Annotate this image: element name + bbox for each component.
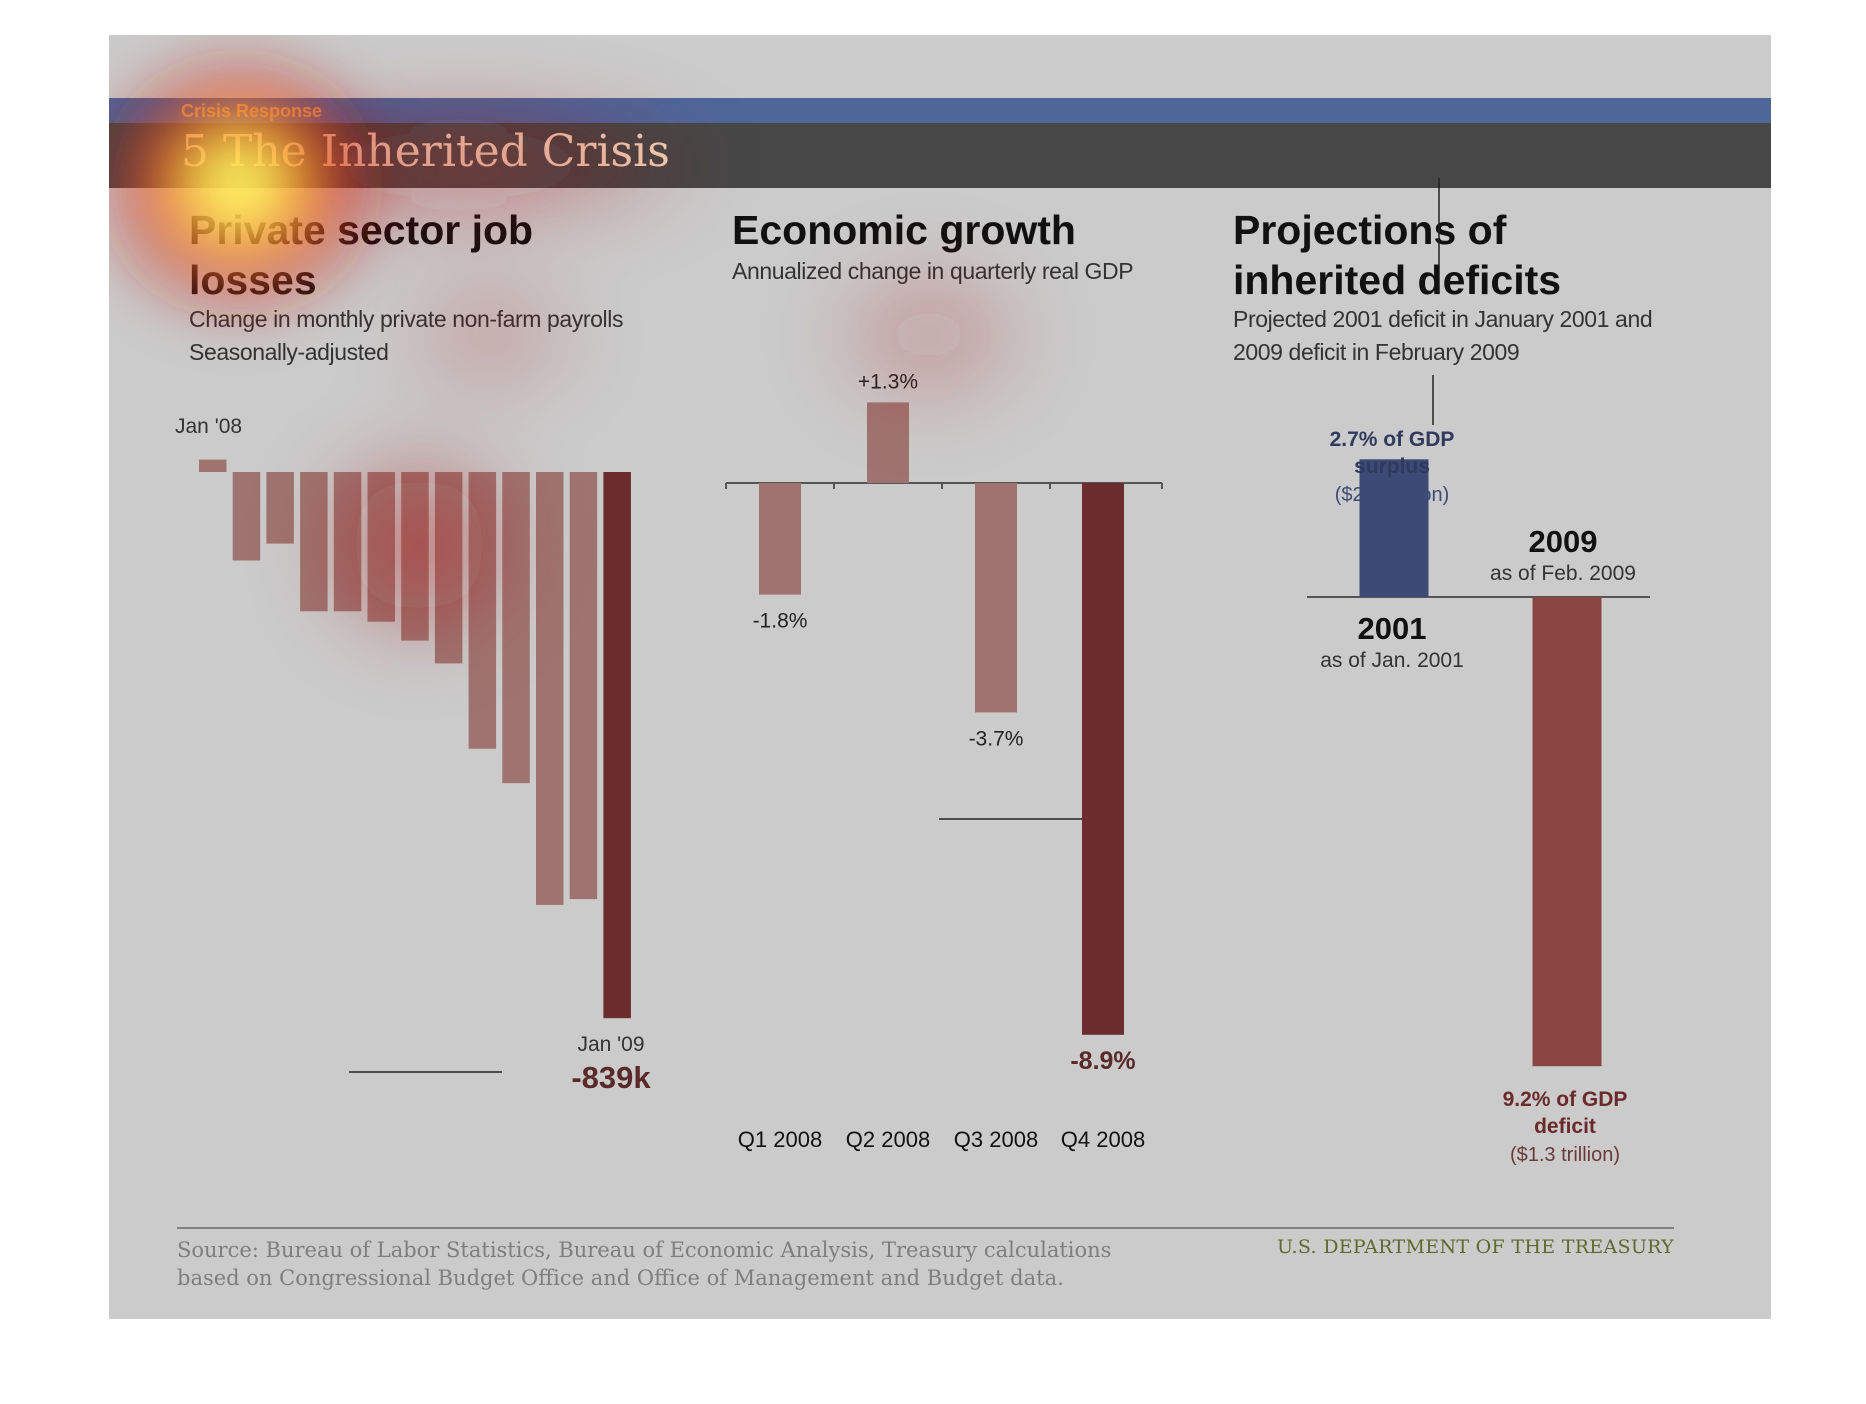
deficit-kind-label: deficit bbox=[1534, 1115, 1596, 1138]
gdp-bar-4 bbox=[1082, 483, 1124, 1035]
job-loss-last-label: Jan '09 bbox=[577, 1033, 644, 1056]
deficit-value-label: 9.2% of GDP bbox=[1503, 1088, 1628, 1111]
gdp-bar-3 bbox=[975, 483, 1017, 713]
panel1-subtitle-line2: Seasonally-adjusted bbox=[189, 339, 389, 365]
job-loss-first-label: Jan '08 bbox=[175, 415, 242, 438]
job-loss-bar-7 bbox=[401, 472, 429, 641]
job-loss-bar-11 bbox=[536, 472, 564, 905]
job-loss-bar-12 bbox=[569, 472, 598, 900]
footer-rule bbox=[177, 1227, 1674, 1229]
gdp-category-label-1: Q1 2008 bbox=[738, 1127, 822, 1152]
agency-name: U.S. DEPARTMENT OF THE TREASURY bbox=[1276, 1236, 1674, 1258]
category-2009-label: 2009 bbox=[1529, 524, 1598, 559]
panel3-heading: Projections of inherited deficits bbox=[1233, 207, 1562, 303]
panel3-subtitle-line2: 2009 deficit in February 2009 bbox=[1233, 339, 1520, 365]
job-loss-bar-13 bbox=[603, 472, 631, 1019]
gdp-data-label-1: -1.8% bbox=[753, 610, 808, 633]
job-loss-bar-1 bbox=[199, 459, 227, 472]
gdp-data-label-2: +1.3% bbox=[858, 370, 918, 393]
surplus-bar-2001 bbox=[1359, 459, 1429, 597]
job-loss-bar-8 bbox=[434, 472, 463, 664]
job-loss-last-value: -839k bbox=[571, 1060, 651, 1095]
deficit-amount-label: ($1.3 trillion) bbox=[1510, 1144, 1620, 1166]
job-loss-bar-4 bbox=[300, 472, 328, 612]
gdp-bar-2 bbox=[867, 402, 909, 483]
category-2009-note: as of Feb. 2009 bbox=[1490, 562, 1636, 585]
source-line2: based on Congressional Budget Office and… bbox=[177, 1266, 1064, 1290]
gdp-category-label-2: Q2 2008 bbox=[846, 1127, 930, 1152]
deficit-bar-2009 bbox=[1532, 597, 1602, 1067]
source-line1: Source: Bureau of Labor Statistics, Bure… bbox=[177, 1238, 1112, 1262]
gdp-bar-1 bbox=[759, 483, 801, 595]
job-loss-bar-9 bbox=[468, 472, 497, 749]
surplus-value-label: 2.7% of GDP bbox=[1330, 428, 1455, 451]
gdp-data-label-4: -8.9% bbox=[1070, 1047, 1135, 1075]
gdp-category-label-4: Q4 2008 bbox=[1061, 1127, 1145, 1152]
gdp-data-label-3: -3.7% bbox=[969, 727, 1024, 750]
surplus-amount-label: ($281 billion) bbox=[1335, 484, 1450, 506]
panel3-subtitle: Projected 2001 deficit in January 2001 a… bbox=[1233, 303, 1703, 369]
source-note: Source: Bureau of Labor Statistics, Bure… bbox=[177, 1236, 1177, 1292]
job-loss-bar-2 bbox=[232, 472, 261, 561]
gdp-category-label-3: Q3 2008 bbox=[954, 1127, 1038, 1152]
category-2001-label: 2001 bbox=[1358, 611, 1427, 646]
job-loss-bar-3 bbox=[266, 472, 294, 544]
job-loss-bar-10 bbox=[502, 472, 530, 784]
panel2-heading: Economic growth bbox=[732, 207, 1076, 253]
job-loss-bar-6 bbox=[367, 472, 395, 622]
surplus-kind-label: surplus bbox=[1354, 455, 1430, 478]
panel3-subtitle-line1: Projected 2001 deficit in January 2001 a… bbox=[1233, 306, 1653, 332]
charts-canvas: Jan '08 Jan '09 -839k -1.8% Q1 2008 +1.3% Q2 2… bbox=[175, 178, 1650, 1166]
category-2001-note: as of Jan. 2001 bbox=[1320, 649, 1464, 672]
job-loss-bar-5 bbox=[333, 472, 362, 612]
slide: Crisis Response 5 The Inherited Crisis P… bbox=[109, 35, 1771, 1319]
